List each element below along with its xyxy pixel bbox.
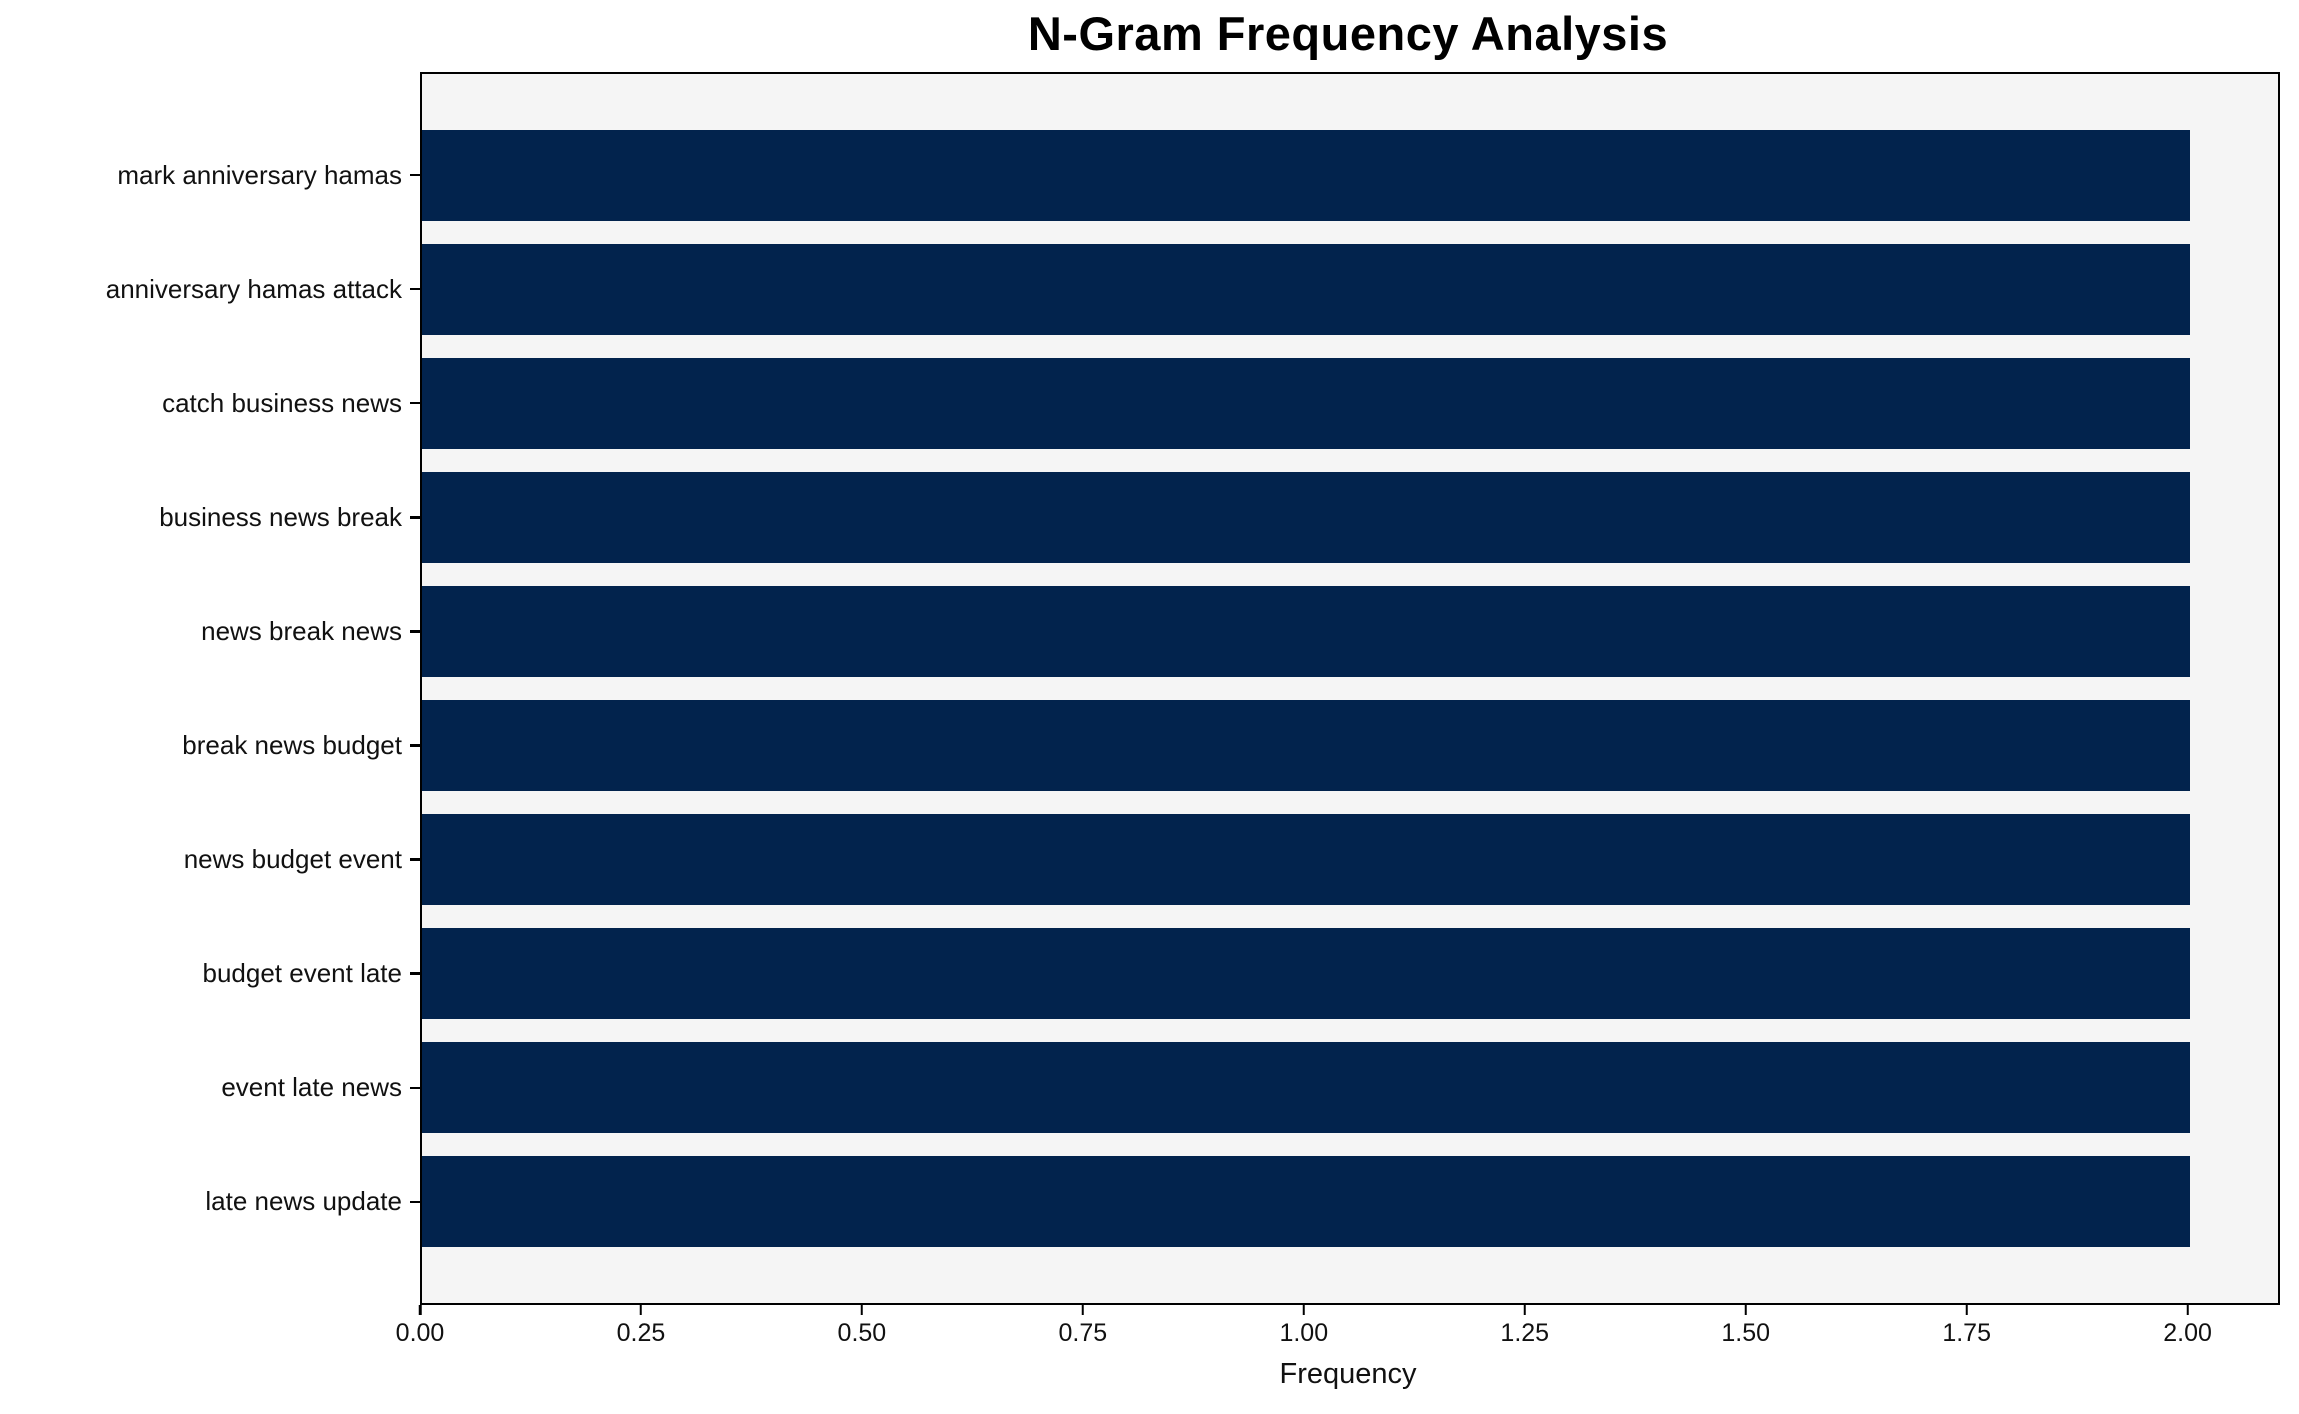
x-tick-label: 0.25 <box>616 1319 666 1347</box>
y-tick-label: news break news <box>201 615 402 646</box>
x-tick-mark <box>2186 1305 2189 1315</box>
plot-area <box>420 72 2280 1305</box>
x-tick-label: 1.75 <box>1942 1319 1991 1347</box>
bar-row <box>422 232 2278 346</box>
x-tick-label: 0.75 <box>1058 1319 1108 1347</box>
x-tick-label: 0.50 <box>837 1319 887 1347</box>
y-label-row: news budget event <box>0 803 420 917</box>
y-label-row: anniversary hamas attack <box>0 232 420 346</box>
y-label-row: news break news <box>0 574 420 688</box>
x-tick-mark <box>418 1305 422 1315</box>
y-label-row: catch business news <box>0 346 420 460</box>
bar <box>422 129 2190 221</box>
x-tick-mark <box>1081 1305 1085 1315</box>
bar <box>422 471 2190 563</box>
y-tick-mark <box>410 1200 420 1204</box>
bar <box>422 814 2190 906</box>
y-tick-mark <box>410 744 420 747</box>
bar-row <box>422 460 2278 574</box>
bar-row <box>422 917 2278 1031</box>
y-tick-label: anniversary hamas attack <box>105 273 402 304</box>
x-tick-mark <box>1302 1305 1306 1315</box>
y-label-row: break news budget <box>0 688 420 802</box>
y-tick-label: catch business news <box>162 387 402 418</box>
bar <box>422 928 2190 1020</box>
y-label-row: late news update <box>0 1145 420 1259</box>
y-tick-mark <box>410 630 420 633</box>
bar <box>422 1156 2190 1248</box>
bar <box>422 585 2190 677</box>
bar-row <box>422 346 2278 460</box>
y-tick-mark <box>410 858 420 861</box>
y-label-row: mark anniversary hamas <box>0 118 420 232</box>
bar-row <box>422 688 2278 802</box>
y-tick-label: news budget event <box>183 844 402 875</box>
bar-row <box>422 803 2278 917</box>
y-tick-label: late news update <box>205 1186 402 1217</box>
bar <box>422 243 2190 335</box>
bar <box>422 357 2190 449</box>
bar-row <box>422 118 2278 232</box>
y-tick-label: budget event late <box>202 958 403 989</box>
y-tick-mark <box>410 1086 420 1090</box>
x-tick-label: 1.50 <box>1721 1319 1771 1347</box>
x-tick-mark <box>860 1305 864 1315</box>
bars-container <box>422 74 2278 1303</box>
x-tick-mark <box>639 1305 643 1315</box>
x-tick-mark <box>1965 1305 1968 1315</box>
bar-row <box>422 1145 2278 1259</box>
y-tick-mark <box>410 401 420 405</box>
bar <box>422 700 2190 792</box>
x-tick-mark <box>1744 1305 1747 1315</box>
y-tick-label: event late news <box>221 1072 402 1103</box>
x-tick-label: 2.00 <box>2163 1319 2212 1347</box>
y-axis-labels: mark anniversary hamas anniversary hamas … <box>0 74 420 1303</box>
y-tick-mark <box>410 516 420 519</box>
y-tick-mark <box>410 287 420 291</box>
y-label-row: budget event late <box>0 917 420 1031</box>
x-axis: 0.00 0.25 0.50 0.75 1.00 1.25 1.50 1.75 2.00 <box>396 1303 2276 1383</box>
chart-title: N-Gram Frequency Analysis <box>1027 7 1669 60</box>
x-tick-label: 0.00 <box>395 1319 445 1347</box>
bar <box>422 1042 2190 1134</box>
x-tick-label: 1.25 <box>1500 1319 1550 1347</box>
x-tick-label: 1.00 <box>1279 1319 1329 1347</box>
y-tick-label: business news break <box>159 501 402 532</box>
y-label-row: event late news <box>0 1031 420 1145</box>
y-tick-label: break news budget <box>182 730 402 761</box>
y-label-row: business news break <box>0 460 420 574</box>
y-tick-label: mark anniversary hamas <box>117 159 402 190</box>
y-tick-mark <box>410 972 420 975</box>
bar-row <box>422 574 2278 688</box>
x-axis-title: Frequency <box>1279 1358 1417 1390</box>
bar-row <box>422 1031 2278 1145</box>
y-tick-mark <box>410 173 420 177</box>
x-tick-mark <box>1523 1305 1526 1315</box>
